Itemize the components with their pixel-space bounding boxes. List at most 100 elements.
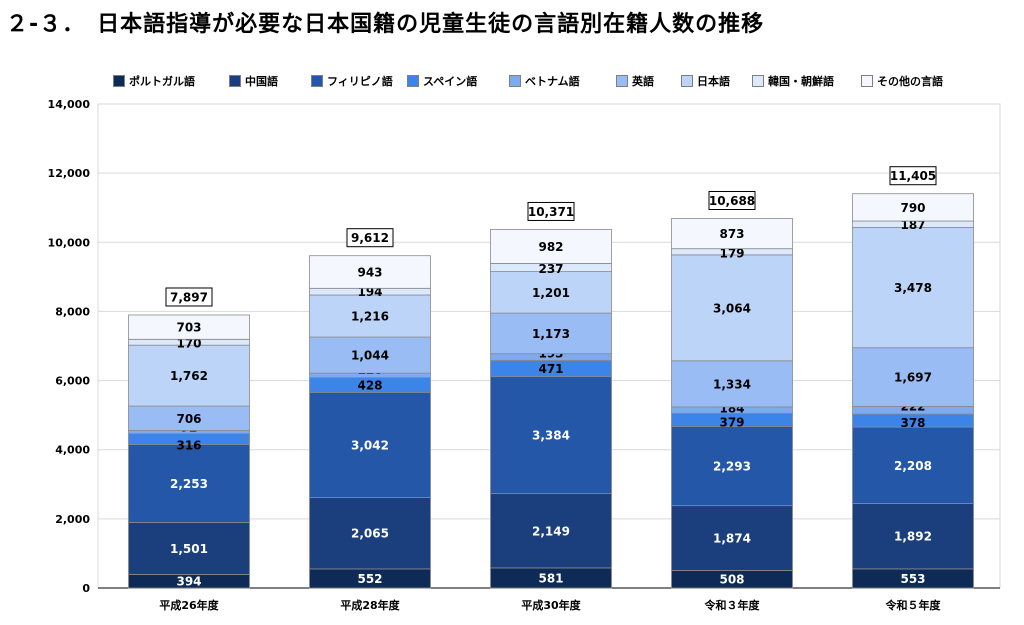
data-label: 1,044 xyxy=(351,349,389,363)
bar-segment xyxy=(309,294,431,338)
total-label: 9,612 xyxy=(351,231,389,245)
legend-item: スペイン語 xyxy=(407,73,477,89)
total-label: 10,371 xyxy=(528,205,574,219)
data-label: 873 xyxy=(719,227,744,241)
bar-segment xyxy=(852,503,974,570)
bar-segment xyxy=(128,444,250,523)
legend-item: 日本語 xyxy=(681,73,730,89)
data-label: 316 xyxy=(176,439,201,453)
legend-label: スペイン語 xyxy=(423,75,478,88)
data-label: 237 xyxy=(538,262,563,276)
y-tick-label: 6,000 xyxy=(55,375,90,388)
data-label: 1,762 xyxy=(170,369,208,383)
data-label: 379 xyxy=(719,415,744,429)
bar-segment xyxy=(671,505,793,571)
data-label: 1,501 xyxy=(170,542,208,556)
data-label: 2,149 xyxy=(532,524,570,538)
y-tick-label: 12,000 xyxy=(48,167,91,180)
data-label: 3,384 xyxy=(532,429,570,443)
data-label: 581 xyxy=(538,571,563,585)
total-label-box xyxy=(346,228,394,248)
bar-segment xyxy=(671,360,793,408)
total-label-box xyxy=(889,166,937,186)
legend-item: その他の言語 xyxy=(861,73,943,89)
y-tick-label: 4,000 xyxy=(55,444,90,457)
data-label: 170 xyxy=(176,337,201,351)
bar-segment xyxy=(490,376,612,495)
legend-swatch xyxy=(861,75,873,87)
y-tick-label: 14,000 xyxy=(48,98,91,111)
x-tick-label: 平成26年度 xyxy=(159,598,219,612)
total-label-box xyxy=(527,201,575,221)
bar-segment xyxy=(490,493,612,569)
bar-segment xyxy=(309,497,431,570)
data-label: 703 xyxy=(176,321,201,335)
bar-segment xyxy=(671,254,793,362)
legend-label: フィリピノ語 xyxy=(327,75,393,88)
legend-item: 英語 xyxy=(616,73,654,89)
legend-item: ポルトガル語 xyxy=(113,73,195,89)
data-label: 790 xyxy=(900,201,925,215)
data-label: 179 xyxy=(719,246,744,260)
bar-segment xyxy=(852,426,974,504)
y-tick-label: 10,000 xyxy=(48,236,91,249)
data-label: 552 xyxy=(357,572,382,586)
data-label: 378 xyxy=(900,416,925,430)
data-label: 1,201 xyxy=(532,286,570,300)
data-label: 2,208 xyxy=(894,459,932,473)
y-tick-label: 8,000 xyxy=(55,305,90,318)
bar-segment xyxy=(490,271,612,314)
bar-segment xyxy=(852,227,974,349)
bar-segment xyxy=(128,344,250,407)
data-label: 943 xyxy=(357,265,382,279)
legend-label: ポルトガル語 xyxy=(129,75,195,88)
legend-item: ベトナム語 xyxy=(509,73,580,89)
data-label: 508 xyxy=(719,573,744,587)
legend-label: ベトナム語 xyxy=(525,75,580,88)
y-tick-label: 0 xyxy=(82,582,90,595)
data-label: 2,293 xyxy=(713,460,751,474)
legend-swatch xyxy=(752,75,764,87)
legend-label: 韓国・朝鮮語 xyxy=(768,75,834,88)
x-tick-label: 令和３年度 xyxy=(704,598,761,612)
bar-segment xyxy=(309,255,431,289)
x-tick-label: 平成28年度 xyxy=(340,598,400,612)
legend-label: 英語 xyxy=(632,75,654,88)
bar-segment xyxy=(128,314,250,340)
bar-segment xyxy=(490,312,612,355)
bar-segment xyxy=(490,229,612,264)
data-label: 2,253 xyxy=(170,477,208,491)
total-label-box xyxy=(708,191,756,211)
total-label-box xyxy=(165,287,213,307)
data-label: 1,892 xyxy=(894,530,932,544)
legend-swatch xyxy=(509,75,521,87)
bar-segment xyxy=(128,522,250,575)
total-label: 11,405 xyxy=(890,169,936,183)
legend-item: 中国語 xyxy=(229,73,278,89)
data-label: 1,697 xyxy=(894,371,932,385)
data-label: 1,874 xyxy=(713,532,751,546)
bar-segment xyxy=(852,347,974,407)
legend-swatch xyxy=(681,75,693,87)
data-label: 553 xyxy=(900,572,925,586)
data-label: 428 xyxy=(357,378,382,392)
data-label: 1,173 xyxy=(532,327,570,341)
legend-swatch xyxy=(113,75,125,87)
data-label: 706 xyxy=(176,412,201,426)
data-label: 394 xyxy=(176,575,201,589)
legend-item: 韓国・朝鮮語 xyxy=(752,73,834,89)
legend-swatch xyxy=(616,75,628,87)
data-label: 2,065 xyxy=(351,527,389,541)
data-label: 3,064 xyxy=(713,301,751,315)
data-label: 3,042 xyxy=(351,438,389,452)
y-tick-label: 2,000 xyxy=(55,513,90,526)
x-tick-label: 平成30年度 xyxy=(521,598,581,612)
total-label: 10,688 xyxy=(709,194,755,208)
legend-swatch xyxy=(407,75,419,87)
legend-label: その他の言語 xyxy=(877,75,943,88)
legend-label: 中国語 xyxy=(245,75,278,88)
bar-segment xyxy=(852,193,974,222)
legend-label: 日本語 xyxy=(697,75,730,88)
data-label: 3,478 xyxy=(894,281,932,295)
